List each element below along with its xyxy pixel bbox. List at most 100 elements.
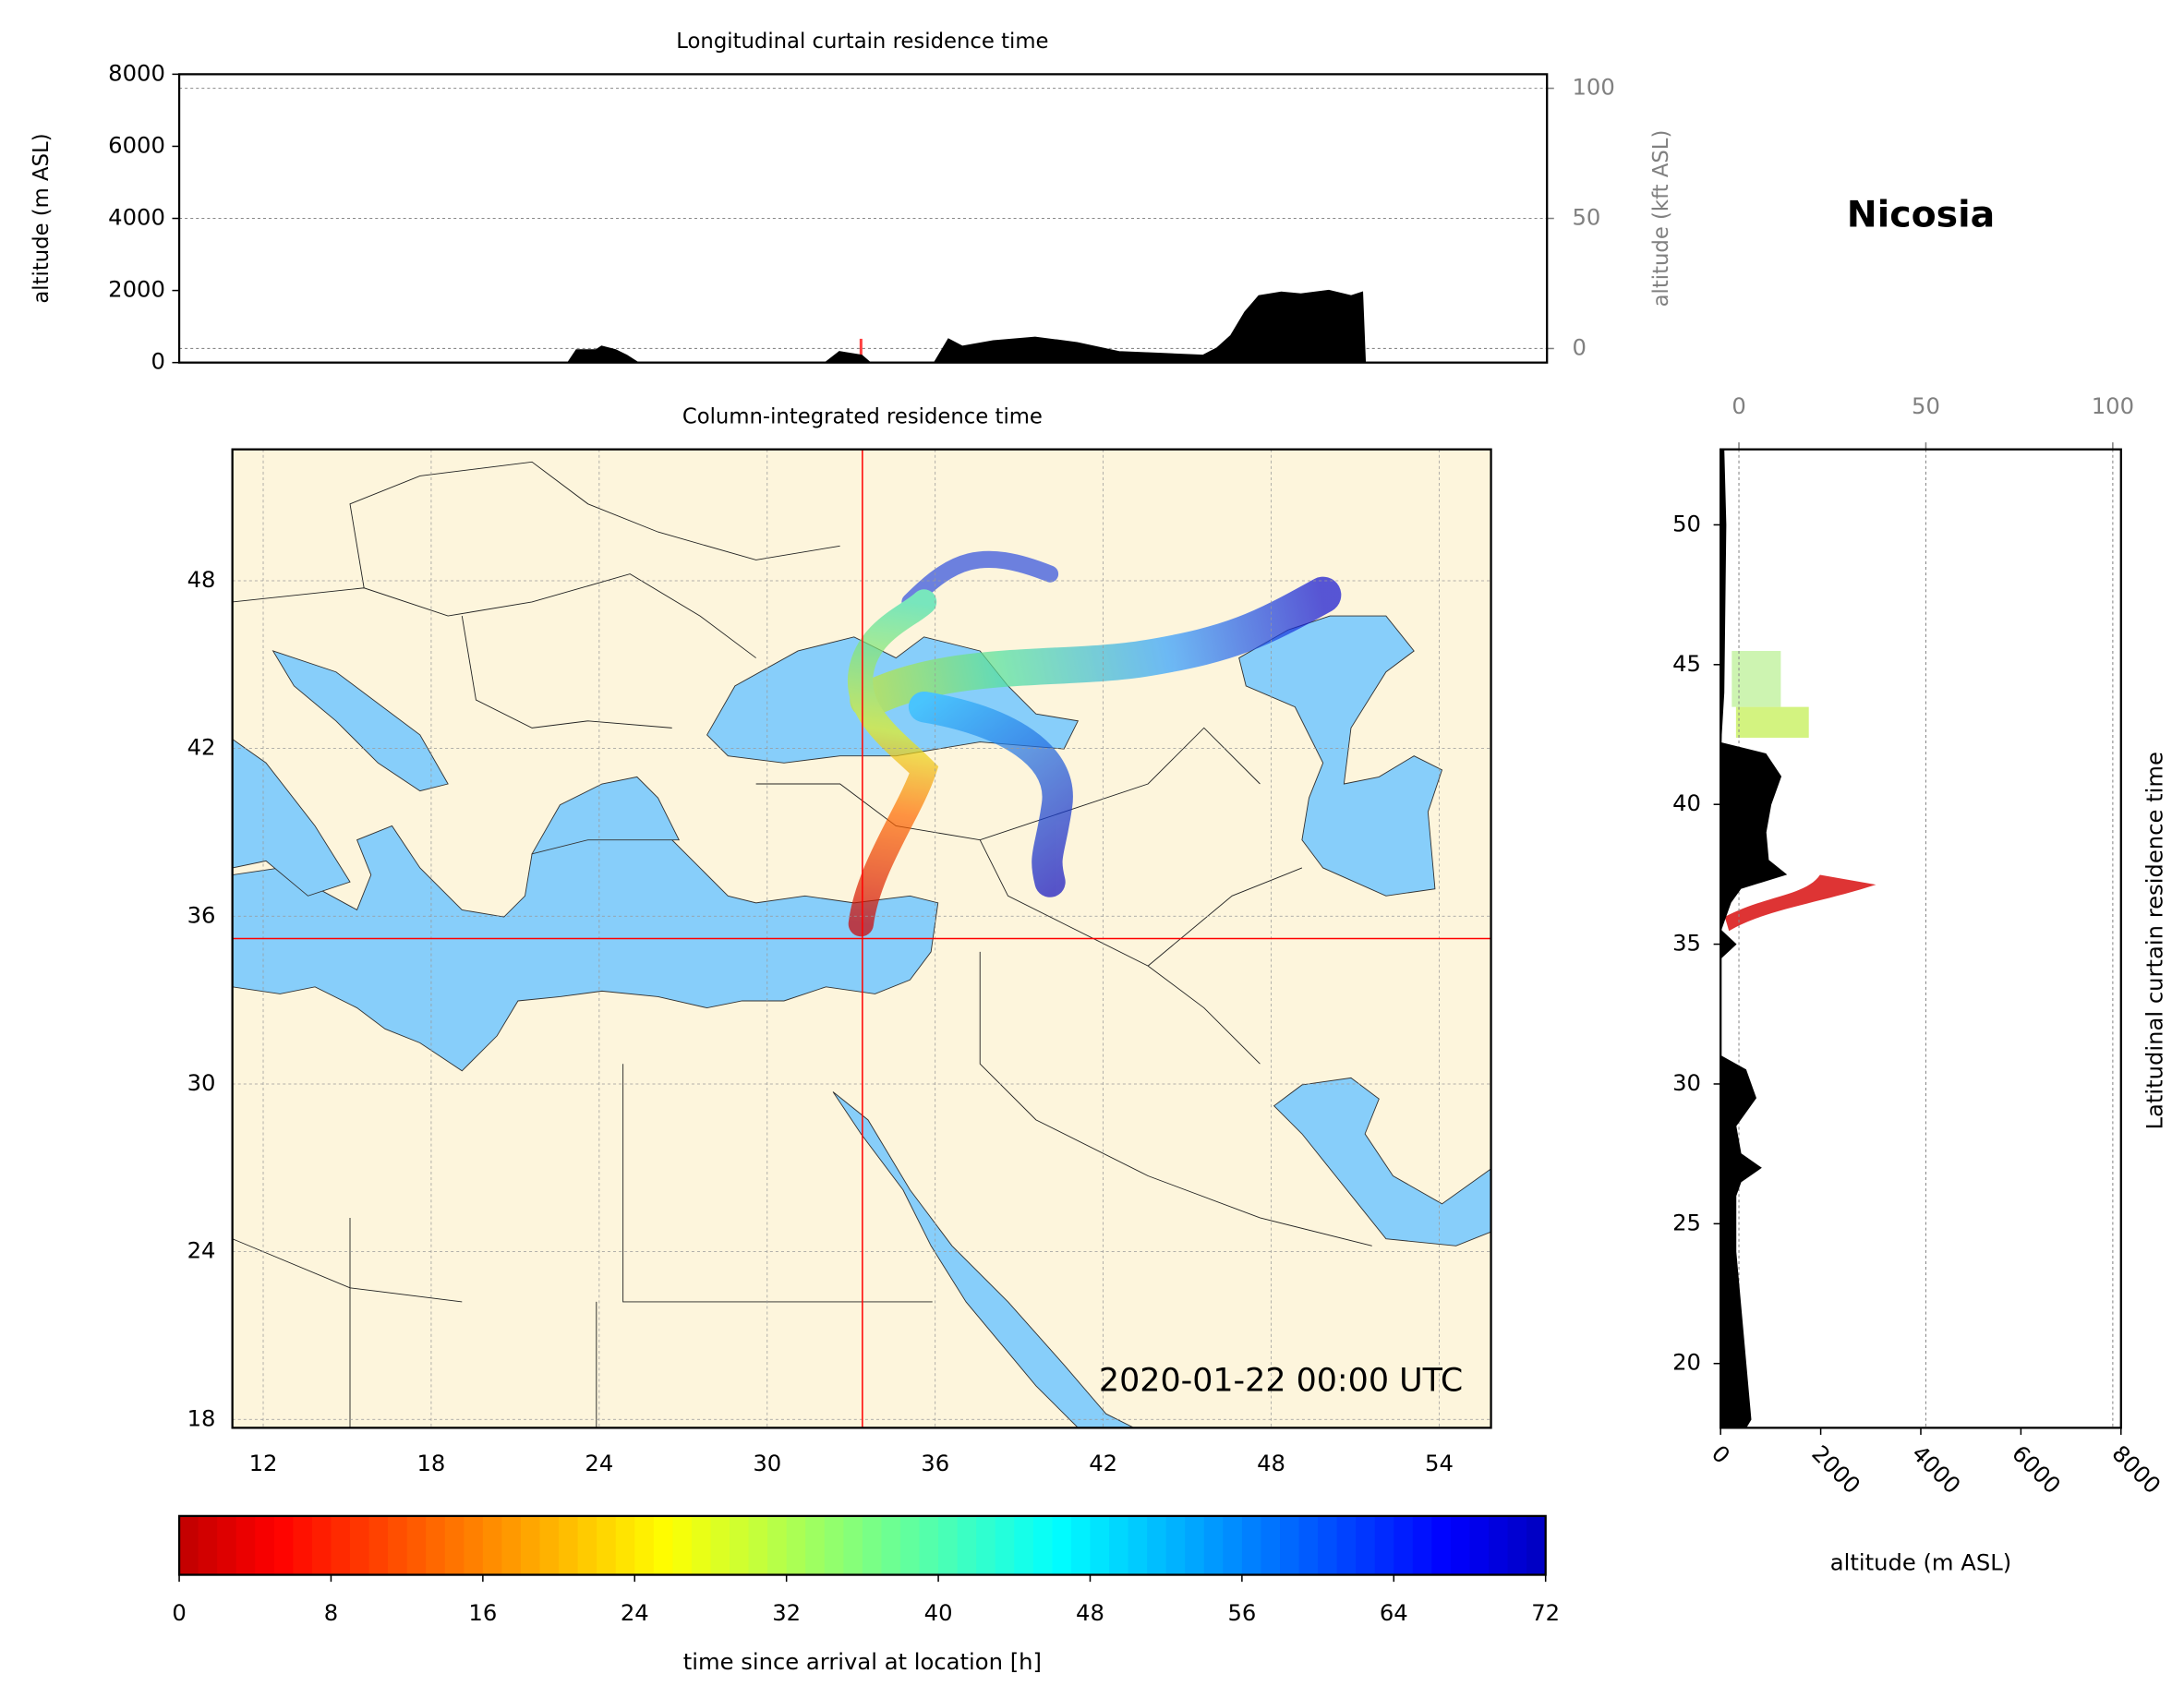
colorbar-step xyxy=(559,1515,579,1575)
colorbar-step xyxy=(748,1515,768,1575)
colorbar-step xyxy=(1489,1515,1509,1575)
colorbar-step xyxy=(786,1515,806,1575)
colorbar-step xyxy=(881,1515,901,1575)
x2-tick-label: 100 xyxy=(2092,392,2134,419)
x-tick-label: 6000 xyxy=(2007,1439,2066,1499)
colorbar-step xyxy=(577,1515,597,1575)
colorbar-step xyxy=(899,1515,921,1575)
colorbar-step xyxy=(919,1515,939,1575)
colorbar-step xyxy=(368,1515,389,1575)
colorbar-step xyxy=(1279,1515,1300,1575)
colorbar-step xyxy=(501,1515,522,1575)
colorbar-step xyxy=(217,1515,237,1575)
colorbar-tick-label: 32 xyxy=(772,1599,801,1626)
top-title: Longitudinal curtain residence time xyxy=(676,30,1048,54)
colorbar-tick-label: 16 xyxy=(468,1599,497,1626)
y-tick-label: 0 xyxy=(151,348,164,375)
colorbar-step xyxy=(1356,1515,1376,1575)
colorbar-step xyxy=(1469,1515,1490,1575)
terrain-area xyxy=(1719,448,1788,1429)
colorbar-step xyxy=(198,1515,218,1575)
plume-main xyxy=(847,589,939,937)
x-tick-label: 30 xyxy=(753,1450,781,1476)
top-ylabel: altitude (m ASL) xyxy=(30,133,54,303)
colorbar-step xyxy=(331,1515,351,1575)
border xyxy=(232,461,1372,1428)
colorbar-step xyxy=(1394,1515,1414,1575)
x-tick-label: 48 xyxy=(1257,1450,1285,1476)
x-tick-label: 42 xyxy=(1089,1450,1117,1476)
colorbar-step xyxy=(710,1515,730,1575)
colorbar-tick-label: 40 xyxy=(924,1599,953,1626)
y-tick-label: 45 xyxy=(1672,650,1701,677)
colorbar-frame xyxy=(177,1514,1547,1576)
x-tick-label: 54 xyxy=(1425,1450,1454,1476)
colorbar-step xyxy=(1298,1515,1319,1575)
colorbar-step xyxy=(672,1515,693,1575)
colorbar-step xyxy=(444,1515,465,1575)
y-tick-label: 30 xyxy=(1672,1069,1701,1096)
colorbar-step xyxy=(995,1515,1015,1575)
colorbar-step xyxy=(1165,1515,1186,1575)
plume-branch xyxy=(850,576,1342,718)
colorbar-step xyxy=(1318,1515,1338,1575)
y-tick-label: 42 xyxy=(187,734,216,761)
right-xlabel: altitude (m ASL) xyxy=(1830,1548,2012,1575)
colorbar-step xyxy=(235,1515,256,1575)
right-profile-residence xyxy=(1724,650,1876,932)
colorbar-step xyxy=(388,1515,408,1575)
y-tick-label: 8000 xyxy=(108,59,165,86)
persian-gulf xyxy=(1273,1077,1491,1246)
colorbar-tick-label: 64 xyxy=(1380,1599,1408,1626)
colorbar-step xyxy=(255,1515,275,1575)
terrain-area xyxy=(566,289,1367,364)
colorbar-step xyxy=(1431,1515,1452,1575)
colorbar-step xyxy=(1241,1515,1262,1575)
x-tick-label: 36 xyxy=(921,1450,949,1476)
colorbar-step xyxy=(1412,1515,1432,1575)
tyrrhenian-sea xyxy=(232,738,351,897)
colorbar-step xyxy=(293,1515,313,1575)
colorbar-step xyxy=(767,1515,788,1575)
y2-tick-label: 50 xyxy=(1572,204,1600,231)
plume-branch xyxy=(901,550,1059,611)
adriatic-sea xyxy=(271,650,449,792)
colorbar-step xyxy=(957,1515,977,1575)
colorbar-step xyxy=(311,1515,332,1575)
y-tick-label: 40 xyxy=(1672,789,1701,816)
colorbar-step xyxy=(862,1515,883,1575)
colorbar-step xyxy=(938,1515,959,1575)
colorbar-step xyxy=(1109,1515,1129,1575)
plume-branch xyxy=(908,691,1073,897)
colorbar-step xyxy=(1014,1515,1034,1575)
axes-frame xyxy=(177,73,1549,364)
colorbar-step xyxy=(426,1515,446,1575)
colorbar-step xyxy=(634,1515,655,1575)
colorbar-step xyxy=(691,1515,712,1575)
x-tick-label: 18 xyxy=(417,1450,446,1476)
map-title: Column-integrated residence time xyxy=(682,404,1043,428)
colorbar-label: time since arrival at location [h] xyxy=(683,1648,1042,1675)
colorbar-step xyxy=(1223,1515,1243,1575)
plume xyxy=(847,550,1342,937)
station-title: Nicosia xyxy=(1847,194,1995,236)
x-tick-label: 8000 xyxy=(2107,1439,2166,1499)
x-tick-label: 0 xyxy=(1707,1439,1735,1468)
y-tick-label: 50 xyxy=(1672,510,1701,536)
y-tick-label: 35 xyxy=(1672,930,1701,957)
x-tick-label: 24 xyxy=(585,1450,613,1476)
x-tick-label: 4000 xyxy=(1907,1439,1966,1499)
colorbar-step xyxy=(824,1515,844,1575)
y2-tick-label: 0 xyxy=(1572,333,1586,360)
x-tick-label: 12 xyxy=(249,1450,278,1476)
colorbar-tick-label: 24 xyxy=(621,1599,649,1626)
borders xyxy=(232,461,1372,1428)
colorbar-tick-label: 0 xyxy=(172,1599,186,1626)
colorbar-step xyxy=(1507,1515,1527,1575)
map-frame xyxy=(231,448,1492,1429)
colorbar-step xyxy=(273,1515,294,1575)
right-ylabel: Latitudinal curtain residence time xyxy=(2142,752,2168,1129)
y-tick-label: 25 xyxy=(1672,1209,1701,1235)
colorbar-step xyxy=(597,1515,617,1575)
